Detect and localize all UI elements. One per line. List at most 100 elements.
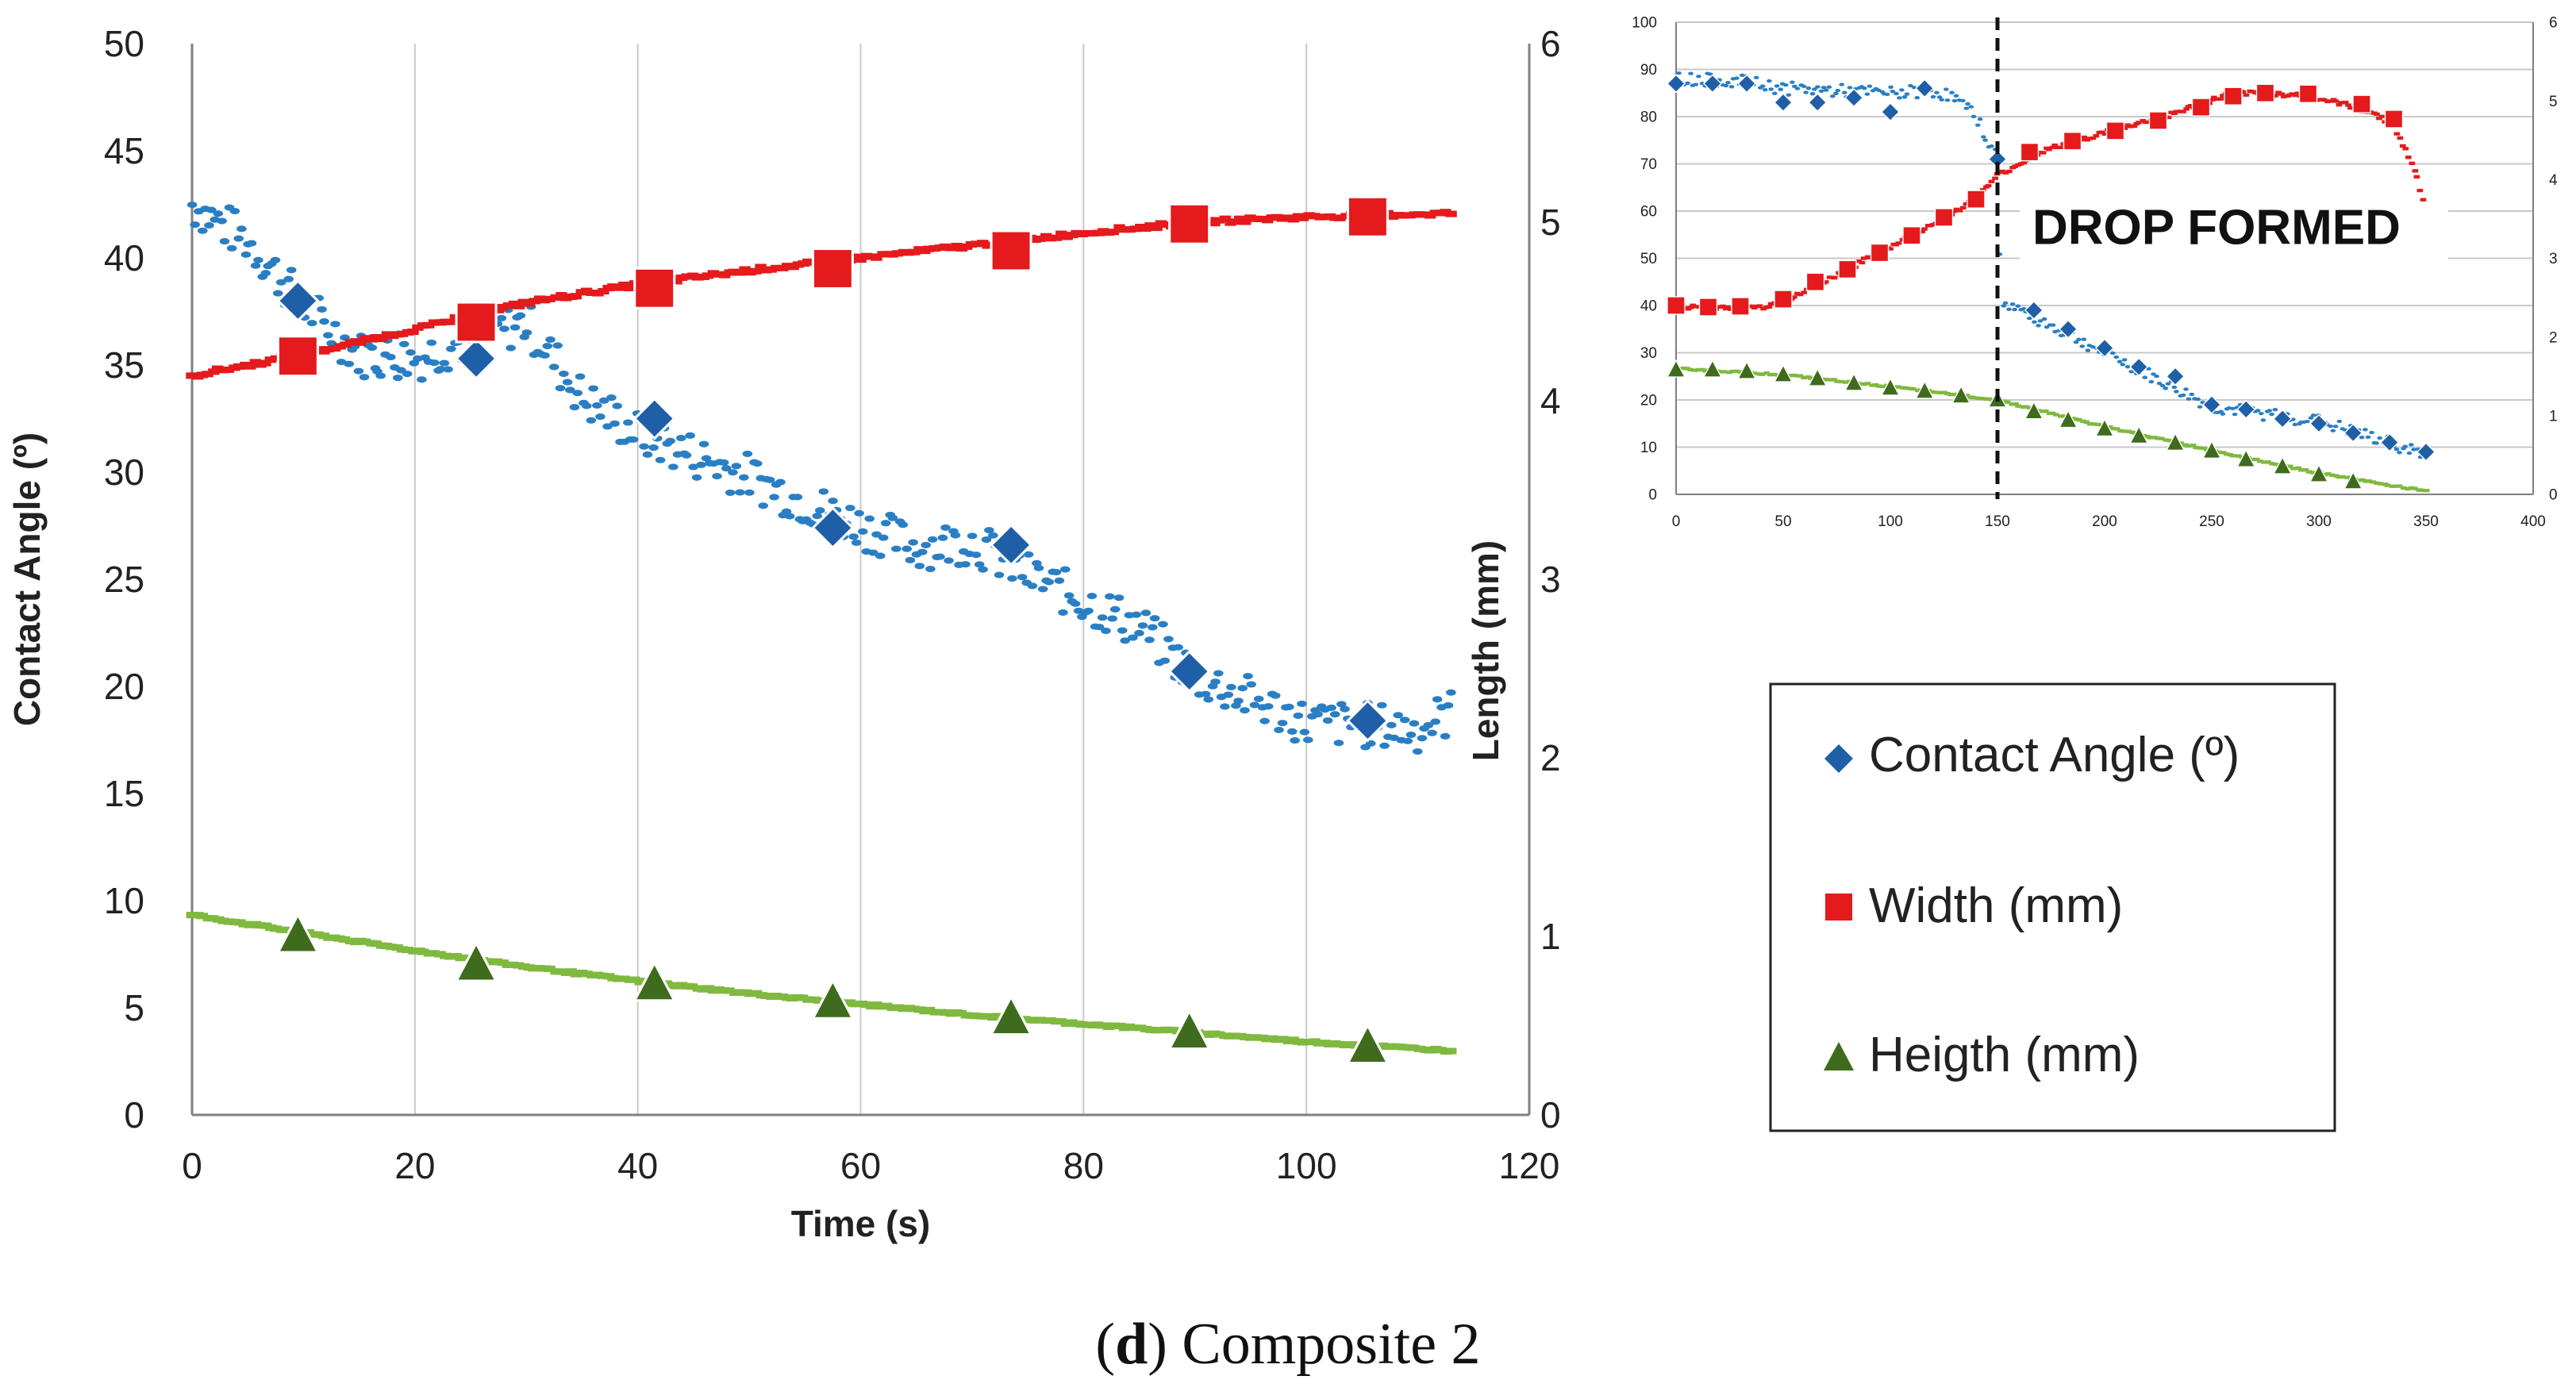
trend-dot [1894, 91, 1899, 96]
trend-dot [1790, 295, 1797, 299]
trend-dot [2050, 323, 2056, 327]
y-tick-label: 25 [104, 559, 144, 600]
y2-tick-label: 2 [2549, 329, 2558, 346]
trend-dot [1692, 368, 1698, 372]
trend-dot [984, 527, 994, 534]
data-point-square [1346, 195, 1389, 238]
trend-dot [1767, 372, 1774, 377]
trend-dot [359, 335, 371, 342]
trend-dot [240, 251, 252, 258]
trend-dot [2374, 441, 2379, 445]
y2-tick-label: 5 [2549, 94, 2558, 110]
trend-dot [978, 566, 988, 573]
trend-dot [2004, 400, 2011, 404]
trend-dot [2193, 445, 2199, 450]
trend-dot [1107, 229, 1120, 236]
trend-dot [2052, 413, 2059, 417]
trend-dot [1150, 1027, 1162, 1034]
trend-dot [1951, 98, 1958, 103]
trend-dot [688, 463, 698, 471]
y-tick-label: 10 [104, 880, 144, 921]
trend-dot [2020, 160, 2028, 165]
trend-dot [887, 514, 898, 521]
data-point-triangle [1808, 367, 1828, 386]
legend-triangle-marker [1824, 1042, 1854, 1070]
trend-dot [1393, 712, 1404, 719]
trend-dot [254, 922, 266, 929]
trend-dot [270, 256, 281, 263]
trend-dot [881, 1002, 893, 1009]
trend-dot [1884, 92, 1890, 97]
trend-dot [1297, 214, 1309, 221]
trend-dot [1928, 390, 1935, 394]
trend-dot [2171, 111, 2178, 116]
series-markers-1 [276, 195, 1389, 378]
trend-dot [2339, 475, 2346, 479]
trend-dot [1843, 380, 1849, 384]
trend-dot [2026, 316, 2032, 321]
data-point-diamond [989, 523, 1033, 567]
data-point-triangle [1880, 377, 1901, 396]
trend-dot [2336, 419, 2343, 424]
trend-dot [186, 912, 198, 919]
trend-dot [2243, 93, 2250, 97]
trend-dot [1963, 106, 1970, 110]
trend-dot [196, 913, 209, 920]
trend-dot [198, 227, 208, 234]
trend-dot [2268, 462, 2275, 466]
trend-dot [2220, 451, 2227, 455]
trend-dot [228, 918, 240, 925]
trend-dot [1801, 375, 1807, 380]
trend-dot [2328, 424, 2334, 429]
trend-dot [855, 256, 867, 263]
trend-dot [1947, 393, 1955, 397]
x-tick-label: 20 [394, 1145, 435, 1186]
trend-dot [1818, 89, 1824, 93]
legend-item-contact-angle: Contact Angle (º) [1824, 728, 2240, 782]
trend-dot [696, 461, 706, 468]
trend-dot [271, 355, 283, 362]
trend-dot [2347, 106, 2354, 110]
trend-dot [213, 210, 224, 217]
data-point-square [2384, 110, 2404, 129]
trend-dot [2409, 161, 2416, 166]
caption-letter: d [1115, 1312, 1148, 1377]
trend-dot [2023, 405, 2029, 409]
trend-dot [2079, 344, 2086, 348]
trend-dot [1246, 681, 1256, 688]
trend-dot [2269, 412, 2274, 417]
trend-dot [712, 473, 722, 480]
y-axis-title: Contact Angle (º) [6, 432, 48, 726]
trend-dot [540, 352, 550, 359]
trend-dot [497, 303, 509, 311]
trend-dot [2076, 337, 2082, 341]
legend-item-height: Heigth (mm) [1824, 1028, 2140, 1082]
trend-dot [1219, 215, 1232, 222]
trend-dot [219, 238, 230, 245]
trend-dot [2173, 110, 2180, 113]
trend-dot [2051, 143, 2058, 148]
trend-dot [2183, 107, 2190, 111]
trend-dot [1408, 1044, 1420, 1051]
trend-dot [2190, 444, 2197, 448]
trend-dot [1841, 90, 1847, 94]
data-point-diamond [632, 397, 676, 440]
data-point-square [1838, 259, 1857, 279]
trend-dot [1389, 734, 1399, 741]
trend-dot [202, 371, 213, 378]
trend-dot [2289, 92, 2296, 96]
trend-dot [542, 343, 553, 350]
trend-dot [1894, 385, 1901, 389]
data-point-triangle [2201, 440, 2222, 459]
trend-dot [392, 375, 403, 382]
series-trend-2 [186, 912, 1457, 1055]
trend-dot [618, 281, 630, 288]
trend-dot [1963, 394, 1970, 398]
trend-dot [513, 302, 525, 309]
data-point-triangle [2165, 432, 2186, 452]
trend-dot [2369, 430, 2374, 435]
trend-dot [544, 295, 556, 302]
trend-dot [229, 207, 240, 215]
trend-dot [851, 539, 862, 546]
data-point-diamond [2343, 423, 2363, 443]
